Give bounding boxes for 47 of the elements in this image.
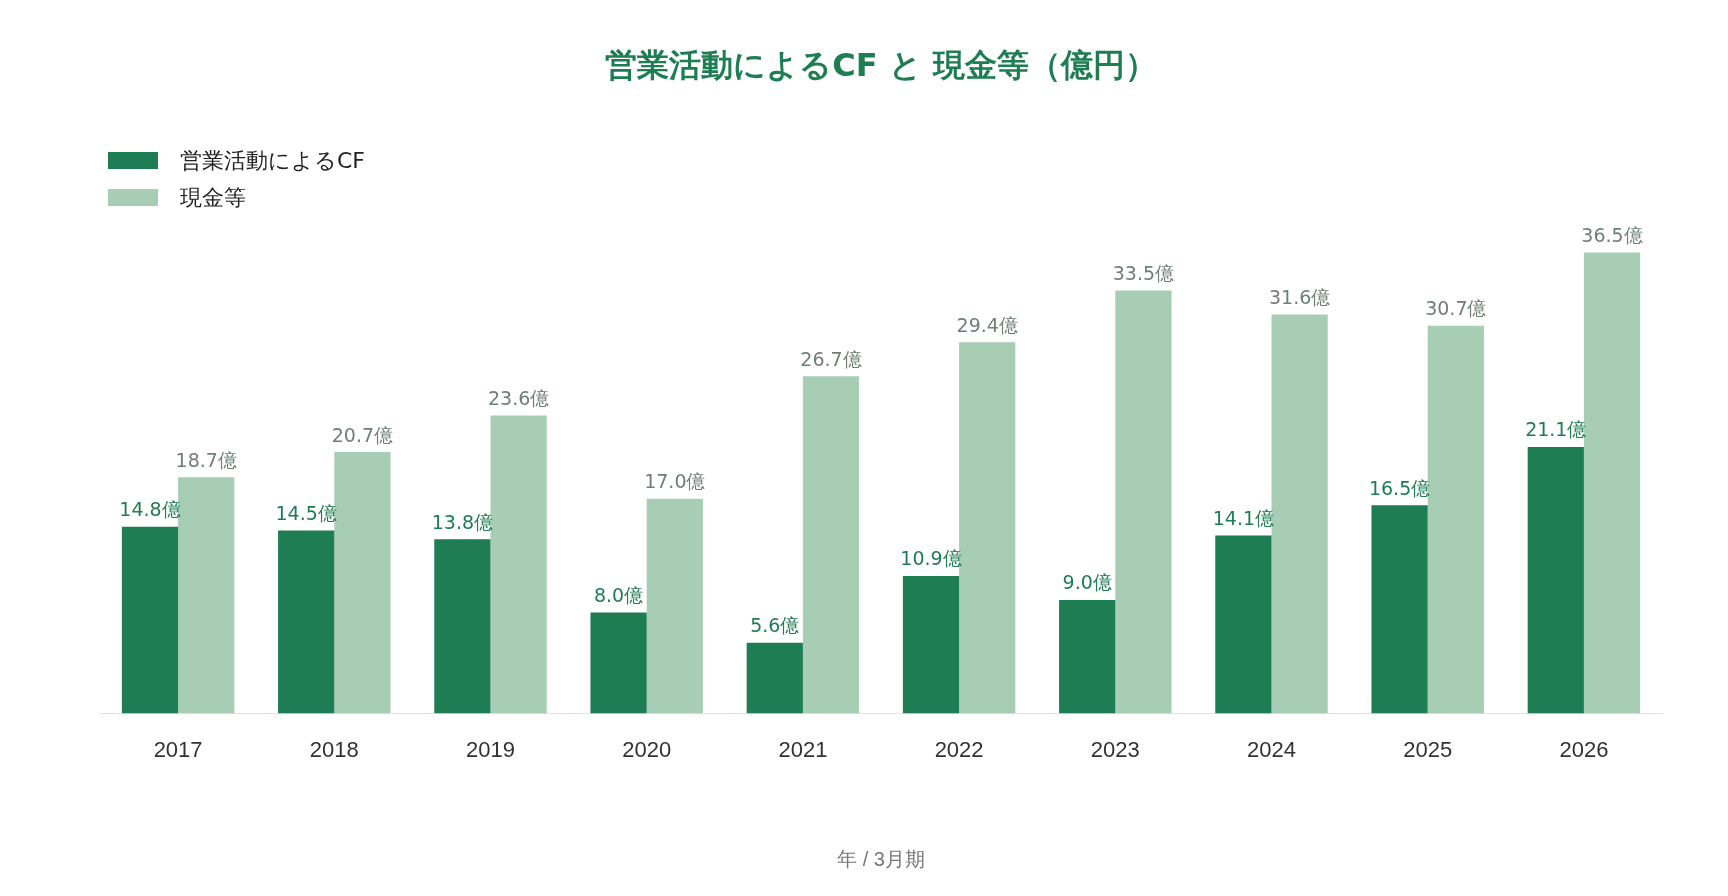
x-tick-label: 2020 bbox=[622, 736, 672, 762]
bar bbox=[590, 612, 647, 714]
x-tick-label: 2026 bbox=[1559, 736, 1609, 762]
data-label: 5.6億 bbox=[750, 614, 800, 637]
legend-label: 現金等 bbox=[180, 183, 246, 212]
data-label: 33.5億 bbox=[1112, 261, 1175, 284]
data-label: 31.6億 bbox=[1268, 285, 1331, 308]
legend-label: 営業活動によるCF bbox=[180, 146, 366, 175]
x-tick-label: 2018 bbox=[309, 736, 359, 762]
x-tick-label: 2017 bbox=[153, 736, 203, 762]
bar bbox=[1371, 505, 1428, 714]
bar bbox=[1215, 535, 1272, 714]
data-label: 9.0億 bbox=[1062, 571, 1112, 594]
data-label: 14.5億 bbox=[275, 501, 337, 524]
bar bbox=[278, 530, 335, 714]
data-label: 20.7億 bbox=[331, 423, 394, 446]
bar bbox=[746, 642, 803, 714]
data-label: 10.9億 bbox=[900, 547, 962, 570]
data-label: 30.7億 bbox=[1425, 297, 1487, 320]
bar bbox=[1527, 447, 1584, 714]
x-tick-label: 2023 bbox=[1090, 736, 1140, 762]
x-tick-label: 2025 bbox=[1403, 736, 1453, 762]
x-axis-title: 年 / 3月期 bbox=[837, 847, 925, 870]
data-label: 13.8億 bbox=[431, 510, 494, 533]
x-tick-label: 2019 bbox=[466, 736, 515, 762]
bar bbox=[802, 376, 860, 714]
data-label: 14.8億 bbox=[119, 498, 181, 521]
data-label: 36.5億 bbox=[1581, 223, 1643, 246]
data-label: 29.4億 bbox=[956, 313, 1018, 336]
data-label: 8.0億 bbox=[593, 583, 644, 606]
bar bbox=[646, 498, 703, 714]
data-label: 14.1億 bbox=[1212, 506, 1275, 529]
bar bbox=[434, 539, 491, 714]
bar bbox=[121, 526, 179, 714]
data-label: 21.1億 bbox=[1525, 418, 1587, 441]
x-tick-label: 2024 bbox=[1247, 736, 1296, 762]
data-label: 16.5億 bbox=[1368, 476, 1431, 499]
data-label: 26.7億 bbox=[800, 347, 862, 370]
bar bbox=[902, 575, 960, 714]
data-label: 18.7億 bbox=[175, 448, 237, 471]
bar bbox=[1115, 290, 1172, 714]
x-tick-label: 2021 bbox=[778, 736, 828, 762]
data-label: 23.6億 bbox=[487, 386, 550, 409]
bar bbox=[1059, 599, 1116, 714]
chart-title: 営業活動によるCF と 現金等（億円） bbox=[605, 45, 1157, 84]
data-label: 17.0億 bbox=[644, 470, 706, 493]
x-tick-label: 2022 bbox=[934, 736, 984, 762]
